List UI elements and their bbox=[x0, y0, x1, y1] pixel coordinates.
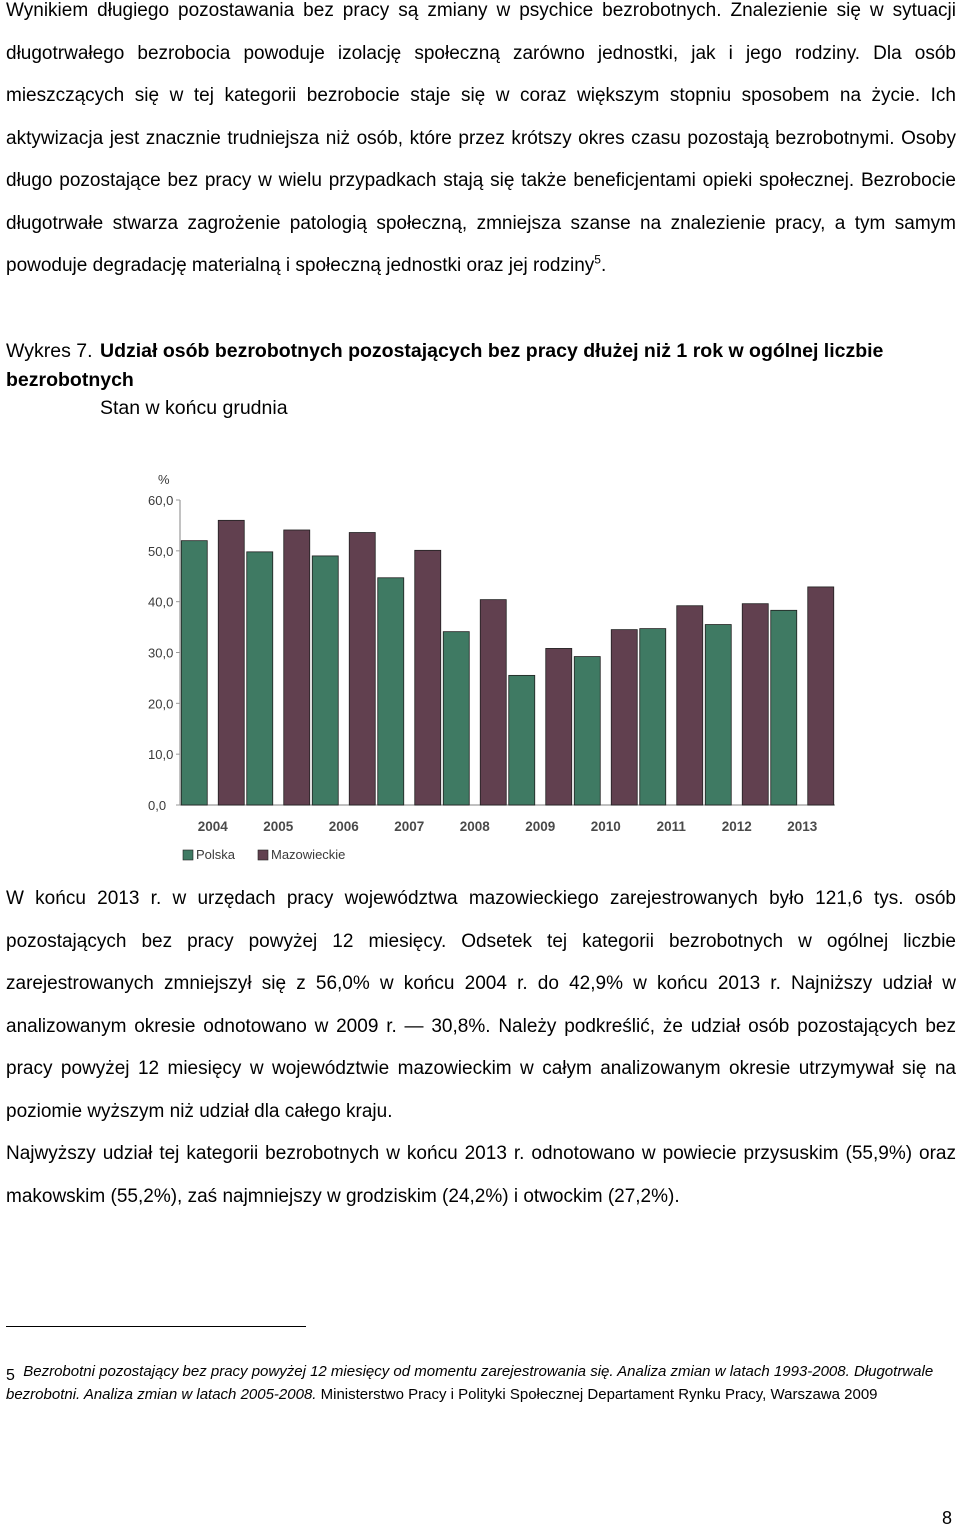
x-tick-label: 2004 bbox=[198, 819, 229, 834]
bar-polska-2012 bbox=[704, 624, 732, 806]
intro-paragraph-end: . bbox=[600, 255, 607, 276]
x-tick-label: 2010 bbox=[591, 819, 621, 834]
bar-mazowieckie-2008 bbox=[479, 599, 507, 806]
bar-polska-2007 bbox=[377, 577, 405, 806]
bar-chart: % 0,0 10,0 20,0 30,0 40,0 50,0 60,0 2004 2005 2006… bbox=[148, 472, 835, 862]
bar-mazowieckie-2007 bbox=[414, 549, 442, 806]
bar-polska-2006 bbox=[311, 555, 339, 806]
county-paragraph: Najwyższy udział tej kategorii bezrobotn… bbox=[6, 1143, 956, 1207]
footnote-italic-text: Bezrobotni pozostający bez pracy powyżej… bbox=[6, 1363, 934, 1403]
footnote: 5 Bezrobotni pozostający bez pracy powyż… bbox=[6, 1360, 936, 1406]
y-tick-label: 20,0 bbox=[148, 696, 173, 711]
page-number: 8 bbox=[941, 1508, 952, 1528]
x-tick-label: 2013 bbox=[787, 819, 818, 834]
legend-label: Polska bbox=[196, 847, 236, 862]
bar-mazowieckie-2004 bbox=[217, 519, 245, 806]
legend-swatch-polska bbox=[182, 849, 194, 861]
y-tick-label: 60,0 bbox=[148, 493, 173, 508]
bar-mazowieckie-2013 bbox=[807, 586, 835, 806]
bar-mazowieckie-2009 bbox=[545, 648, 573, 806]
intro-paragraph-text: Wynikiem długiego pozostawania bez pracy… bbox=[6, 0, 956, 276]
x-tick-label: 2012 bbox=[722, 819, 752, 834]
intro-paragraph: Wynikiem długiego pozostawania bez pracy… bbox=[6, 0, 956, 288]
chart-caption-subtitle: Stan w końcu grudnia bbox=[100, 397, 288, 419]
x-tick-label: 2008 bbox=[460, 819, 491, 834]
bar-mazowieckie-2005 bbox=[283, 529, 311, 806]
y-tick-label: 50,0 bbox=[148, 544, 173, 559]
chart-caption: Wykres 7. Udział osób bezrobotnych pozost… bbox=[6, 337, 956, 423]
bar-mazowieckie-2006 bbox=[348, 532, 376, 806]
bar-polska-2005 bbox=[246, 551, 274, 806]
bar-polska-2008 bbox=[442, 631, 470, 806]
bar-polska-2013 bbox=[770, 609, 798, 806]
y-axis-unit-label: % bbox=[158, 472, 170, 487]
footnote-plain-text: Ministerstwo Pracy i Polityki Społecznej… bbox=[316, 1386, 878, 1403]
bar-mazowieckie-2010 bbox=[610, 629, 638, 806]
bar-polska-2004 bbox=[180, 540, 208, 806]
x-tick-label: 2007 bbox=[394, 819, 424, 834]
x-tick-label: 2005 bbox=[263, 819, 294, 834]
x-tick-label: 2011 bbox=[657, 819, 687, 834]
footnote-reference[interactable]: 5 bbox=[594, 252, 601, 267]
bar-polska-2011 bbox=[639, 628, 667, 806]
chart-caption-prefix: Wykres 7. bbox=[6, 340, 93, 362]
y-tick-label: 0,0 bbox=[148, 798, 166, 813]
bar-polska-2010 bbox=[573, 656, 601, 806]
chart-caption-title: Udział osób bezrobotnych pozostających b… bbox=[6, 340, 884, 391]
y-tick-label: 30,0 bbox=[148, 646, 173, 661]
footnote-number: 5 bbox=[6, 1367, 15, 1384]
x-tick-label: 2009 bbox=[525, 819, 555, 834]
y-tick-label: 10,0 bbox=[148, 747, 173, 762]
analysis-paragraph: W końcu 2013 r. w urzędach pracy wojewód… bbox=[6, 888, 956, 1122]
bar-mazowieckie-2012 bbox=[741, 603, 769, 806]
footnote-separator bbox=[6, 1326, 306, 1327]
legend-label: Mazowieckie bbox=[271, 847, 345, 862]
bar-mazowieckie-2011 bbox=[676, 605, 704, 806]
x-tick-label: 2006 bbox=[329, 819, 360, 834]
legend-swatch-mazowieckie bbox=[257, 849, 269, 861]
y-tick-label: 40,0 bbox=[148, 595, 173, 610]
bar-polska-2009 bbox=[508, 674, 536, 806]
